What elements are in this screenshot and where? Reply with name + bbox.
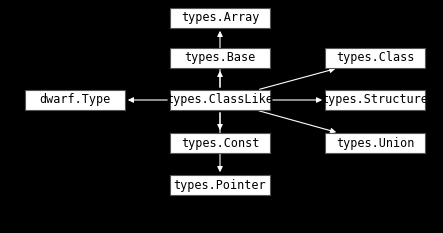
Text: types.Const: types.Const [181, 137, 259, 150]
FancyBboxPatch shape [25, 90, 125, 110]
FancyBboxPatch shape [325, 90, 425, 110]
Text: types.Array: types.Array [181, 11, 259, 24]
FancyBboxPatch shape [170, 133, 270, 153]
Text: types.Class: types.Class [336, 51, 414, 65]
FancyBboxPatch shape [170, 90, 270, 110]
FancyBboxPatch shape [325, 48, 425, 68]
Text: types.Pointer: types.Pointer [174, 178, 266, 192]
FancyBboxPatch shape [325, 133, 425, 153]
FancyBboxPatch shape [170, 8, 270, 28]
Text: types.Union: types.Union [336, 137, 414, 150]
Text: types.Structure: types.Structure [322, 93, 428, 106]
FancyBboxPatch shape [170, 48, 270, 68]
Text: types.Base: types.Base [184, 51, 256, 65]
Text: dwarf.Type: dwarf.Type [39, 93, 111, 106]
Text: types.ClassLike: types.ClassLike [167, 93, 273, 106]
FancyBboxPatch shape [170, 175, 270, 195]
